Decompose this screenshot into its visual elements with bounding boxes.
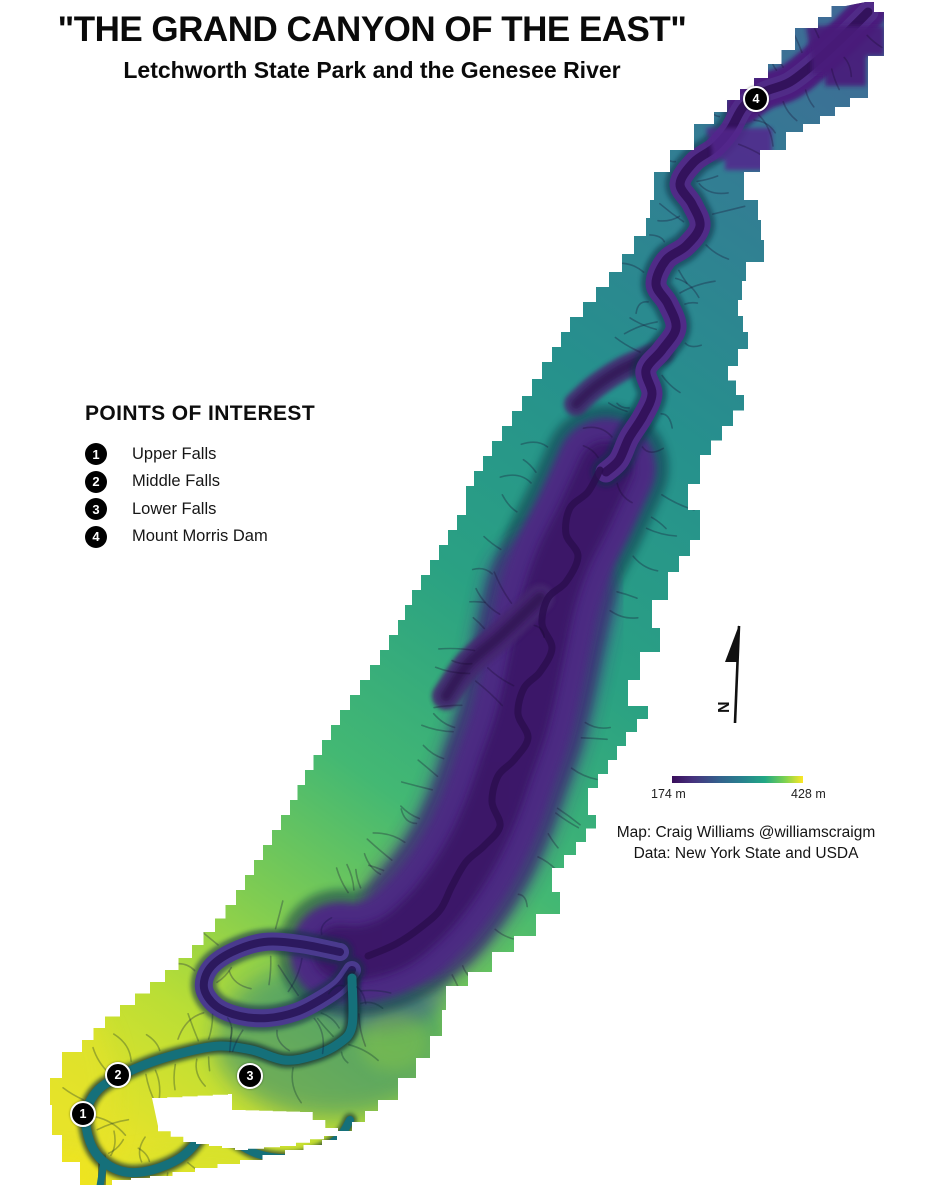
poi-item-upper-falls: 1 Upper Falls bbox=[85, 443, 315, 465]
poi-label: Lower Falls bbox=[132, 499, 217, 518]
poi-item-lower-falls: 3 Lower Falls bbox=[85, 498, 315, 520]
poi-number-icon: 2 bbox=[85, 470, 107, 493]
poi-label: Mount Morris Dam bbox=[132, 527, 268, 545]
poi-list: 1 Upper Falls 2 Middle Falls 3 Lower Fal… bbox=[85, 443, 315, 548]
page-subtitle: Letchworth State Park and the Genesee Ri… bbox=[123, 57, 621, 83]
map-marker-upper-falls: 1 bbox=[70, 1101, 96, 1127]
poi-number-icon: 1 bbox=[85, 443, 107, 465]
map-marker-lower-falls: 3 bbox=[237, 1063, 263, 1089]
map-marker-mount-morris-dam: 4 bbox=[743, 86, 769, 112]
north-arrow-head-icon bbox=[725, 625, 739, 662]
credit-data-source: Data: New York State and USDA bbox=[633, 844, 859, 862]
credits: Map: Craig Williams @williamscraigm Data… bbox=[559, 823, 927, 865]
poi-item-middle-falls: 2 Middle Falls bbox=[85, 470, 315, 493]
north-arrow: N bbox=[716, 625, 741, 724]
poi-number-icon: 4 bbox=[85, 525, 107, 548]
poi-item-mount-morris-dam: 4 Mount Morris Dam bbox=[85, 525, 315, 548]
poi-number-icon: 3 bbox=[85, 498, 107, 520]
colorbar-max-label: 428 m bbox=[791, 787, 826, 801]
header: "THE GRAND CANYON OF THE EAST" Letchwort… bbox=[58, 10, 687, 84]
credit-map-author: Map: Craig Williams @williamscraigm bbox=[616, 824, 876, 841]
colorbar-min-label: 174 m bbox=[651, 787, 686, 801]
map-marker-middle-falls: 2 bbox=[105, 1062, 131, 1088]
poi-label: Middle Falls bbox=[132, 472, 221, 490]
poi-label: Upper Falls bbox=[132, 444, 217, 463]
points-of-interest-legend: POINTS OF INTEREST 1 Upper Falls 2 Middl… bbox=[85, 402, 315, 553]
north-label: N bbox=[716, 701, 733, 713]
page-title: "THE GRAND CANYON OF THE EAST" bbox=[57, 10, 687, 49]
poi-heading: POINTS OF INTEREST bbox=[85, 402, 316, 425]
elevation-colorbar bbox=[672, 776, 803, 783]
